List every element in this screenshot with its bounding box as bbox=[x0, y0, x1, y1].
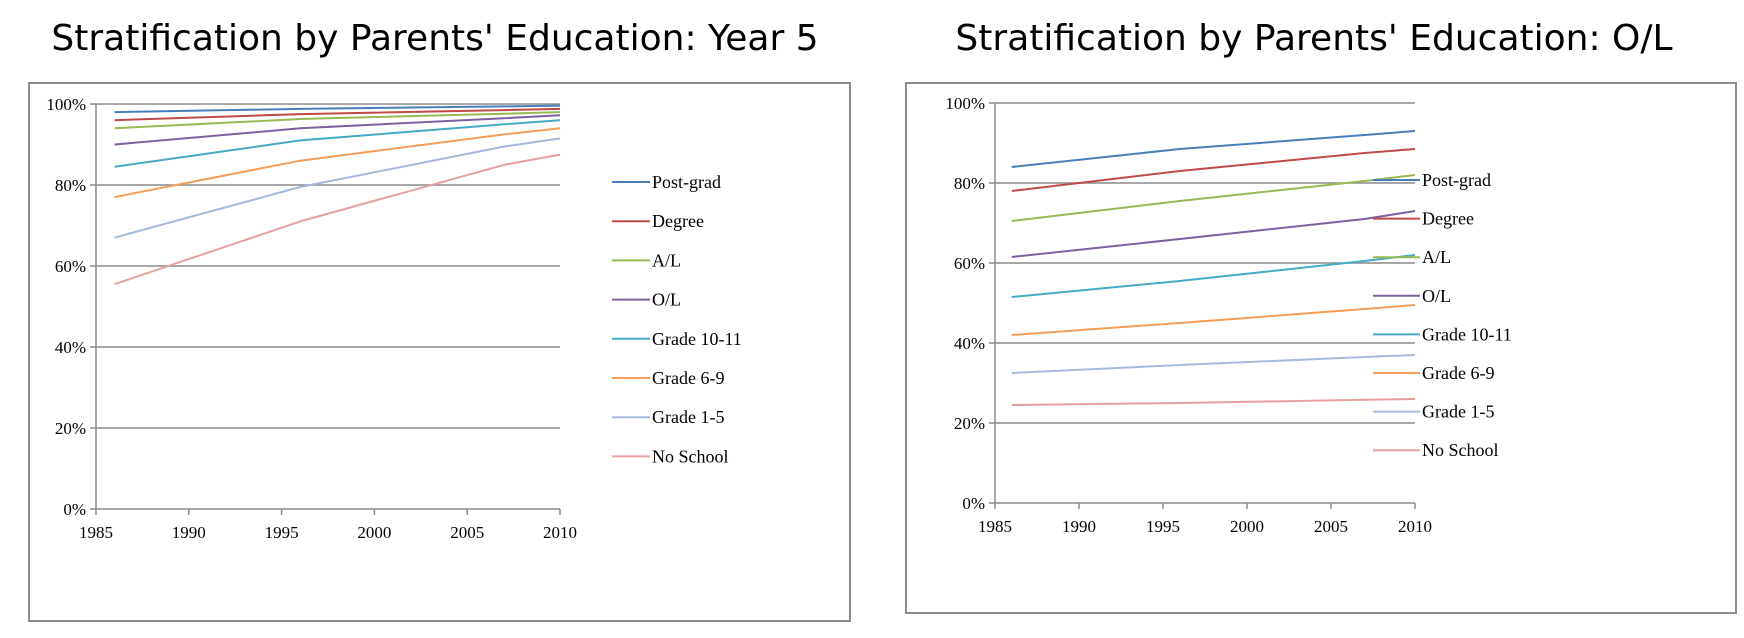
x-tick-label: 2010 bbox=[1398, 517, 1432, 536]
chart-ol: 0% 20% 40% 60% 80% 100% 1985 1990 1995 2000 2005 20… bbox=[905, 82, 1737, 614]
legend-label: No School bbox=[652, 446, 729, 466]
series-line bbox=[114, 107, 561, 122]
x-tick-label: 2005 bbox=[1314, 517, 1348, 536]
x-tick-label: 2000 bbox=[1230, 517, 1264, 536]
series-line bbox=[114, 137, 561, 239]
y-tick-label: 80% bbox=[55, 176, 86, 195]
series-line bbox=[1011, 174, 1416, 222]
legend-label: Grade 1-5 bbox=[1422, 402, 1494, 422]
legend-label: O/L bbox=[652, 290, 681, 310]
legend-label: No School bbox=[1422, 440, 1499, 460]
legend-label: Grade 10-11 bbox=[652, 329, 742, 349]
y-tick-label: 40% bbox=[954, 334, 985, 353]
series-line bbox=[114, 119, 561, 168]
x-tick-label: 1995 bbox=[265, 523, 299, 542]
series-line bbox=[1011, 130, 1416, 168]
series-line bbox=[1011, 210, 1416, 258]
series-line bbox=[1011, 254, 1416, 298]
series-line bbox=[1011, 398, 1416, 406]
y-tick-label: 100% bbox=[945, 94, 985, 113]
legend-label: Grade 6-9 bbox=[1422, 363, 1494, 383]
x-tick-label: 1995 bbox=[1146, 517, 1180, 536]
x-tick-label: 2000 bbox=[357, 523, 391, 542]
legend-label: Post-grad bbox=[652, 172, 721, 192]
legend-label: Degree bbox=[1422, 209, 1474, 229]
series-line bbox=[1011, 148, 1416, 192]
legend-label: Post-grad bbox=[1422, 170, 1491, 190]
y-tick-label: 60% bbox=[55, 257, 86, 276]
legend-label: Degree bbox=[652, 211, 704, 231]
legend-label: O/L bbox=[1422, 286, 1451, 306]
y-tick-label: 100% bbox=[46, 95, 86, 114]
chart-ol-plot: 0% 20% 40% 60% 80% 100% 1985 1990 1995 2000 2005 20… bbox=[945, 94, 1512, 536]
x-tick-label: 2010 bbox=[543, 523, 577, 542]
x-tick-label: 2005 bbox=[450, 523, 484, 542]
chart-year5-plot: 0% 20% 40% 60% 80% 100% 1985 1990 1995 2000 2005 20… bbox=[46, 95, 742, 542]
y-tick-label: 20% bbox=[55, 419, 86, 438]
legend-label: A/L bbox=[652, 250, 681, 270]
chart-year5: 0% 20% 40% 60% 80% 100% 1985 1990 1995 2000 2005 20… bbox=[28, 82, 851, 622]
legend-label: Grade 10-11 bbox=[1422, 324, 1512, 344]
y-tick-label: 20% bbox=[954, 414, 985, 433]
y-tick-label: 60% bbox=[954, 254, 985, 273]
legend-label: Grade 1-5 bbox=[652, 407, 724, 427]
chart-title-year5: Stratification by Parents' Education: Ye… bbox=[51, 18, 819, 59]
series-line bbox=[114, 111, 561, 130]
x-tick-label: 1990 bbox=[172, 523, 206, 542]
chart-title-ol: Stratification by Parents' Education: O/… bbox=[955, 18, 1673, 59]
legend-label: A/L bbox=[1422, 247, 1451, 267]
series-line bbox=[114, 127, 561, 199]
series-line bbox=[1011, 354, 1416, 374]
y-tick-label: 80% bbox=[954, 174, 985, 193]
series-line bbox=[114, 114, 561, 146]
x-tick-label: 1985 bbox=[79, 523, 113, 542]
legend-label: Grade 6-9 bbox=[652, 368, 724, 388]
x-tick-label: 1985 bbox=[978, 517, 1012, 536]
x-tick-label: 1990 bbox=[1062, 517, 1096, 536]
series-line bbox=[1011, 304, 1416, 336]
y-tick-label: 0% bbox=[63, 500, 86, 519]
series-line bbox=[114, 104, 561, 114]
y-tick-label: 0% bbox=[962, 494, 985, 513]
series-line bbox=[114, 153, 561, 286]
y-tick-label: 40% bbox=[55, 338, 86, 357]
